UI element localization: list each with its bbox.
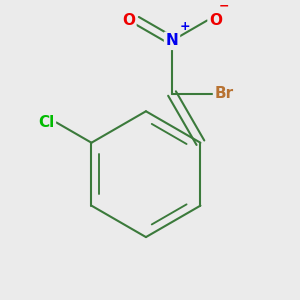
- Text: Br: Br: [214, 86, 234, 101]
- Text: O: O: [122, 13, 135, 28]
- Text: N: N: [166, 33, 178, 48]
- Text: O: O: [209, 13, 222, 28]
- Text: −: −: [218, 0, 229, 12]
- Text: Cl: Cl: [38, 115, 54, 130]
- Text: +: +: [179, 20, 190, 33]
